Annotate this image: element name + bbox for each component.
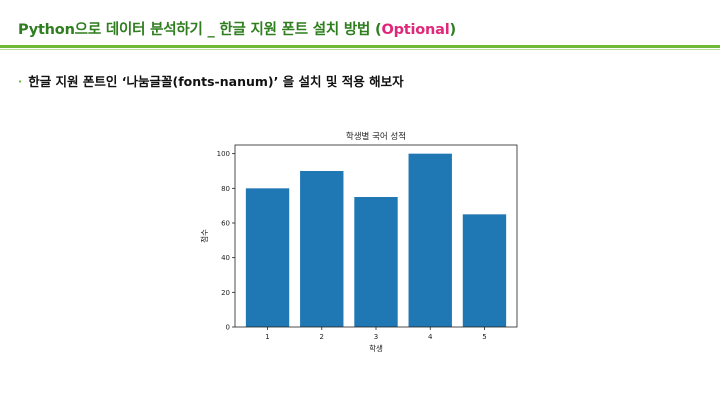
slide-title-close: ) xyxy=(449,22,457,38)
y-axis: 0 20 40 60 80 100 xyxy=(217,150,235,332)
title-divider-thin xyxy=(0,49,720,50)
x-tick-label: 2 xyxy=(320,333,324,341)
bar-student-4 xyxy=(408,153,452,327)
y-tick-label: 0 xyxy=(226,324,230,332)
x-axis-label: 학생 xyxy=(369,343,383,353)
slide-title-main: Python으로 데이터 분석하기 _ 한글 지원 폰트 설치 방법 ( xyxy=(18,22,382,38)
y-tick-label: 80 xyxy=(221,185,230,193)
chart-title: 학생별 국어 성적 xyxy=(346,131,406,142)
x-axis: 1 2 3 4 5 xyxy=(265,327,487,341)
x-tick-label: 4 xyxy=(428,333,433,341)
y-tick-label: 40 xyxy=(221,254,230,262)
x-tick-label: 1 xyxy=(265,333,269,341)
y-tick-label: 60 xyxy=(221,220,230,228)
bullet-dot-icon: · xyxy=(18,75,23,88)
title-divider xyxy=(0,45,720,48)
bullet-item: · 한글 지원 폰트인 ‘나눔글꼴(fonts-nanum)’ 을 설치 및 적용… xyxy=(18,71,404,90)
bar-student-1 xyxy=(245,188,290,327)
bar-chart-svg: 학생별 국어 성적 0 20 40 60 80 100 1 2 3 4 5 학생 점수 xyxy=(199,131,518,353)
y-axis-label: 점수 xyxy=(199,229,209,243)
y-tick-label: 20 xyxy=(221,289,230,297)
x-tick-label: 5 xyxy=(482,333,486,341)
bar-student-3 xyxy=(354,197,398,327)
x-tick-label: 3 xyxy=(374,333,378,341)
y-tick-label: 100 xyxy=(217,150,230,158)
bar-student-5 xyxy=(462,214,507,327)
bars-layer xyxy=(245,153,507,327)
bar-chart: 학생별 국어 성적 0 20 40 60 80 100 1 2 3 4 5 학생 점수 xyxy=(195,126,525,358)
title-bar: Python으로 데이터 분석하기 _ 한글 지원 폰트 설치 방법 (Opti… xyxy=(0,0,720,50)
slide-title-accent: Optional xyxy=(381,22,450,38)
bullet-text: 한글 지원 폰트인 ‘나눔글꼴(fonts-nanum)’ 을 설치 및 적용 … xyxy=(28,74,404,89)
bar-student-2 xyxy=(300,171,344,327)
slide-title: Python으로 데이터 분석하기 _ 한글 지원 폰트 설치 방법 (Opti… xyxy=(18,18,456,39)
